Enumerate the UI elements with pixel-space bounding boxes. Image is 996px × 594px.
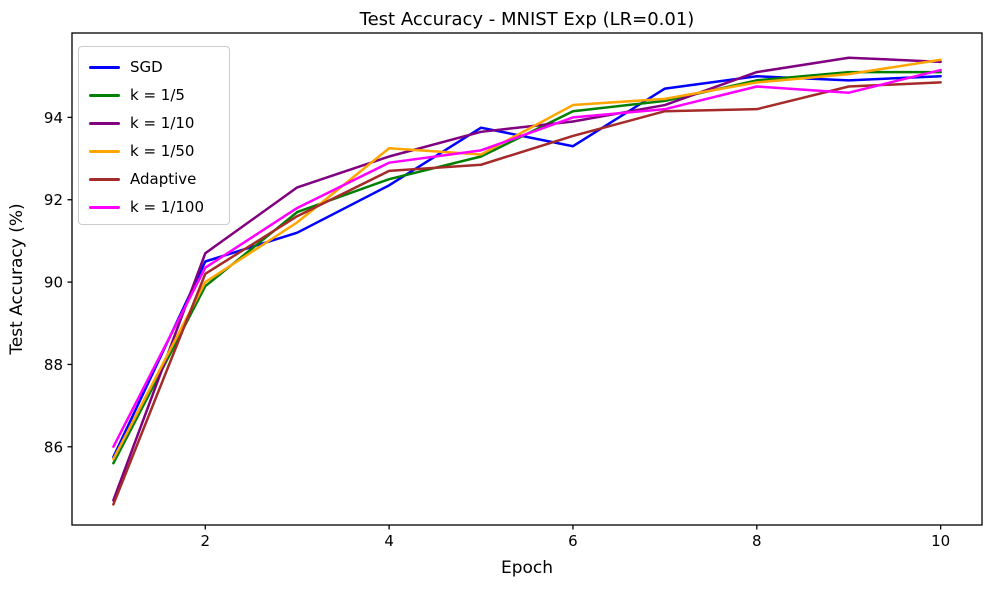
y-tick-label: 92 bbox=[44, 191, 63, 209]
legend-label-sgd: SGD bbox=[130, 58, 163, 76]
plot-border bbox=[71, 32, 983, 526]
series-line-k-1-10 bbox=[112, 56, 942, 502]
series-line-adaptive bbox=[112, 81, 942, 506]
x-tick-label: 6 bbox=[568, 532, 578, 550]
legend-swatch-k-1-100 bbox=[89, 205, 120, 209]
legend-swatch-k-1-5 bbox=[89, 93, 120, 97]
series-line-k-1-100 bbox=[112, 68, 942, 449]
x-tick-label: 4 bbox=[384, 532, 394, 550]
legend-item-sgd: SGD bbox=[79, 53, 229, 81]
legend-swatch-adaptive bbox=[89, 177, 120, 181]
x-axis-label: Epoch bbox=[501, 558, 553, 578]
y-tick-label: 86 bbox=[44, 438, 63, 456]
legend-item-k-1-5: k = 1/5 bbox=[79, 81, 229, 109]
legend-swatch-k-1-10 bbox=[89, 121, 120, 125]
x-tick-label: 10 bbox=[931, 532, 950, 550]
legend-label-k-1-100: k = 1/100 bbox=[130, 198, 205, 216]
chart-title: Test Accuracy - MNIST Exp (LR=0.01) bbox=[359, 9, 695, 30]
legend-item-k-1-50: k = 1/50 bbox=[79, 137, 229, 165]
x-tick-label: 8 bbox=[752, 532, 762, 550]
legend-item-k-1-10: k = 1/10 bbox=[79, 109, 229, 137]
legend-label-adaptive: Adaptive bbox=[130, 170, 197, 188]
legend-label-k-1-50: k = 1/50 bbox=[130, 142, 195, 160]
series-line-k-1-50 bbox=[112, 58, 942, 461]
y-tick-label: 90 bbox=[44, 274, 63, 292]
legend-item-k-1-100: k = 1/100 bbox=[79, 193, 229, 221]
legend: SGD k = 1/5 k = 1/10 k = 1/50 Adaptive k = 1/… bbox=[78, 46, 230, 225]
legend-label-k-1-10: k = 1/10 bbox=[130, 114, 195, 132]
legend-swatch-k-1-50 bbox=[89, 149, 120, 153]
legend-item-adaptive: Adaptive bbox=[79, 165, 229, 193]
y-tick-label: 88 bbox=[44, 356, 63, 374]
y-axis-label: Test Accuracy (%) bbox=[7, 203, 27, 355]
legend-label-k-1-5: k = 1/5 bbox=[130, 86, 185, 104]
x-tick-label: 2 bbox=[201, 532, 211, 550]
legend-swatch-sgd bbox=[89, 65, 120, 69]
y-tick-label: 94 bbox=[44, 109, 63, 127]
